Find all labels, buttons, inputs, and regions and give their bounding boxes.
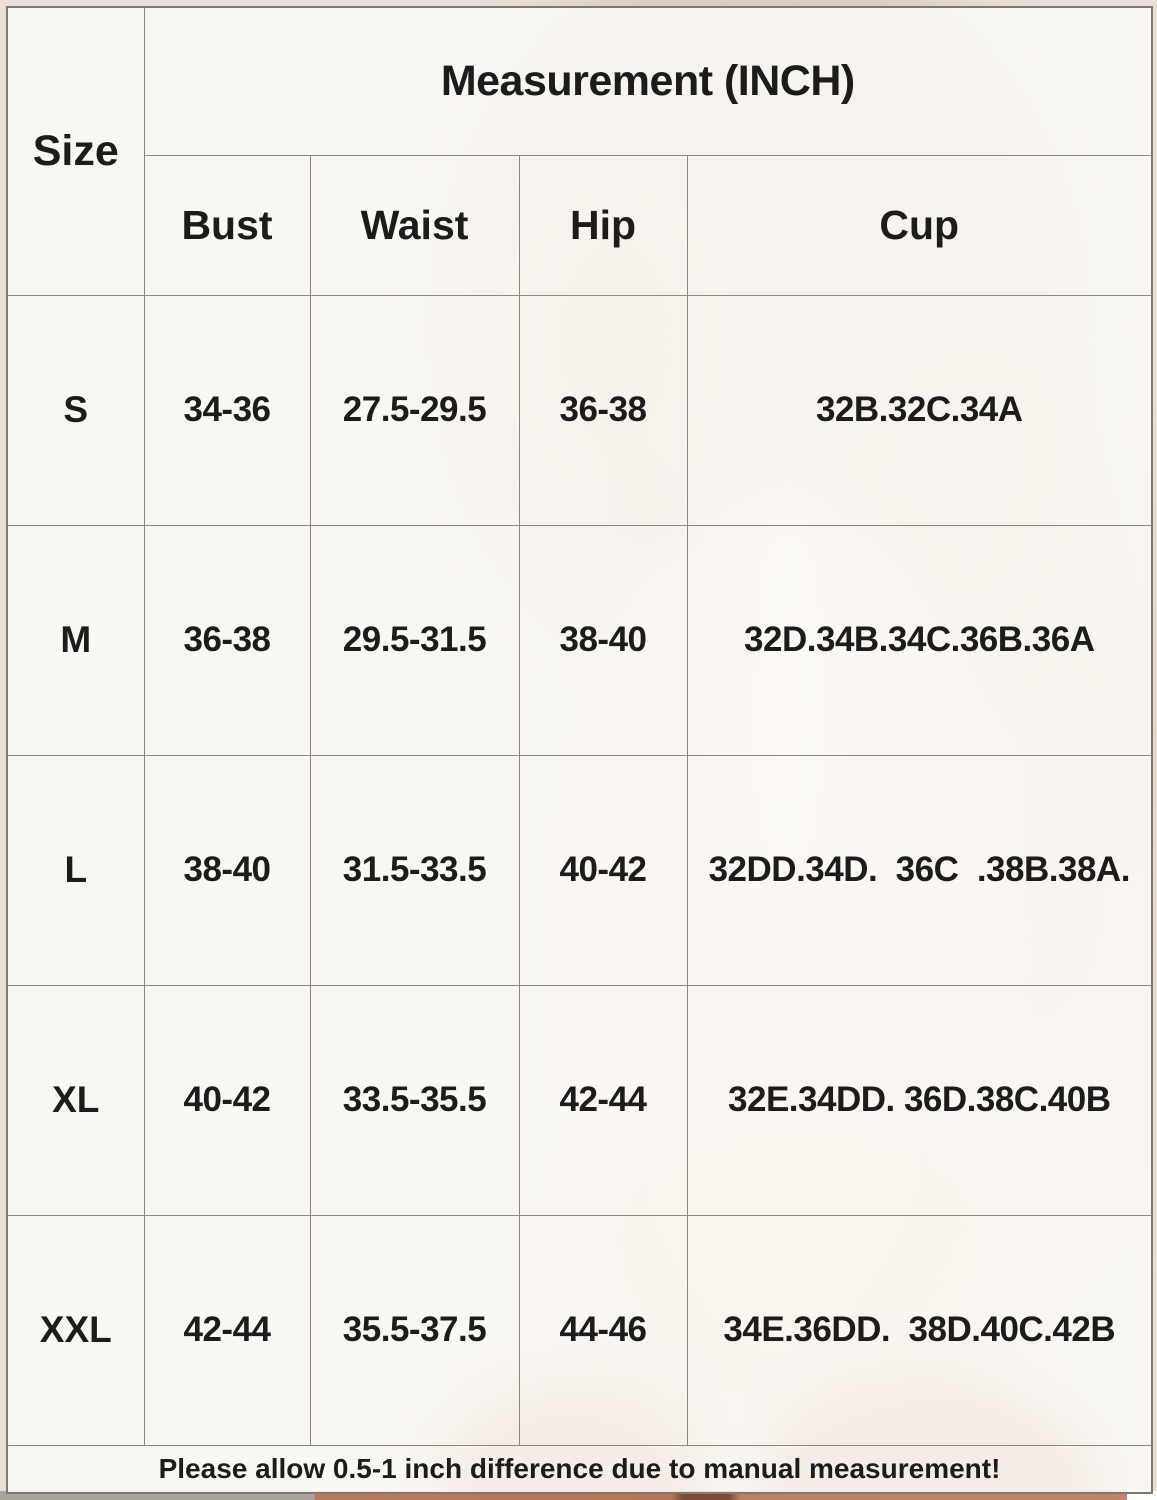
bust-cell: 36-38 bbox=[143, 524, 311, 756]
hip-cell: 40-42 bbox=[518, 754, 688, 986]
table-row-xl: XL 40-42 33.5-35.5 42-44 32E.34DD. 36D.3… bbox=[6, 984, 1153, 1216]
cup-cell: 32DD.34D. 36C .38B.38A. bbox=[686, 754, 1153, 986]
size-column-header: Size bbox=[6, 6, 145, 296]
size-cell: XL bbox=[6, 984, 145, 1216]
size-cell: XXL bbox=[6, 1214, 145, 1446]
bust-cell: 40-42 bbox=[143, 984, 311, 1216]
cup-cell: 32D.34B.34C.36B.36A bbox=[686, 524, 1153, 756]
cup-cell: 32E.34DD. 36D.38C.40B bbox=[686, 984, 1153, 1216]
cup-cell: 32B.32C.34A bbox=[686, 294, 1153, 526]
hip-cell: 44-46 bbox=[518, 1214, 688, 1446]
size-cell: M bbox=[6, 524, 145, 756]
size-cell: S bbox=[6, 294, 145, 526]
waist-cell: 27.5-29.5 bbox=[309, 294, 520, 526]
cup-cell: 34E.36DD. 38D.40C.42B bbox=[686, 1214, 1153, 1446]
waist-cell: 35.5-37.5 bbox=[309, 1214, 520, 1446]
bust-cell: 34-36 bbox=[143, 294, 311, 526]
photo-bottom-strip bbox=[0, 1491, 1157, 1500]
table-row-xxl: XXL 42-44 35.5-37.5 44-46 34E.36DD. 38D.… bbox=[6, 1214, 1153, 1446]
measurement-inch-header: Measurement (INCH) bbox=[143, 6, 1153, 156]
hip-cell: 38-40 bbox=[518, 524, 688, 756]
bust-cell: 42-44 bbox=[143, 1214, 311, 1446]
waist-column-header: Waist bbox=[309, 154, 520, 296]
hip-cell: 36-38 bbox=[518, 294, 688, 526]
size-cell: L bbox=[6, 754, 145, 986]
hip-column-header: Hip bbox=[518, 154, 688, 296]
waist-cell: 29.5-31.5 bbox=[309, 524, 520, 756]
size-measurement-table: Size Measurement (INCH) Bust Waist Hip C… bbox=[6, 6, 1154, 1494]
table-row-m: M 36-38 29.5-31.5 38-40 32D.34B.34C.36B.… bbox=[6, 524, 1153, 756]
hip-cell: 42-44 bbox=[518, 984, 688, 1216]
waist-cell: 33.5-35.5 bbox=[309, 984, 520, 1216]
bust-column-header: Bust bbox=[143, 154, 311, 296]
cup-column-header: Cup bbox=[686, 154, 1153, 296]
bust-cell: 38-40 bbox=[143, 754, 311, 986]
measurement-disclaimer: Please allow 0.5-1 inch difference due t… bbox=[6, 1444, 1153, 1494]
table-row-s: S 34-36 27.5-29.5 36-38 32B.32C.34A bbox=[6, 294, 1153, 526]
table-row-l: L 38-40 31.5-33.5 40-42 32DD.34D. 36C .3… bbox=[6, 754, 1153, 986]
waist-cell: 31.5-33.5 bbox=[309, 754, 520, 986]
